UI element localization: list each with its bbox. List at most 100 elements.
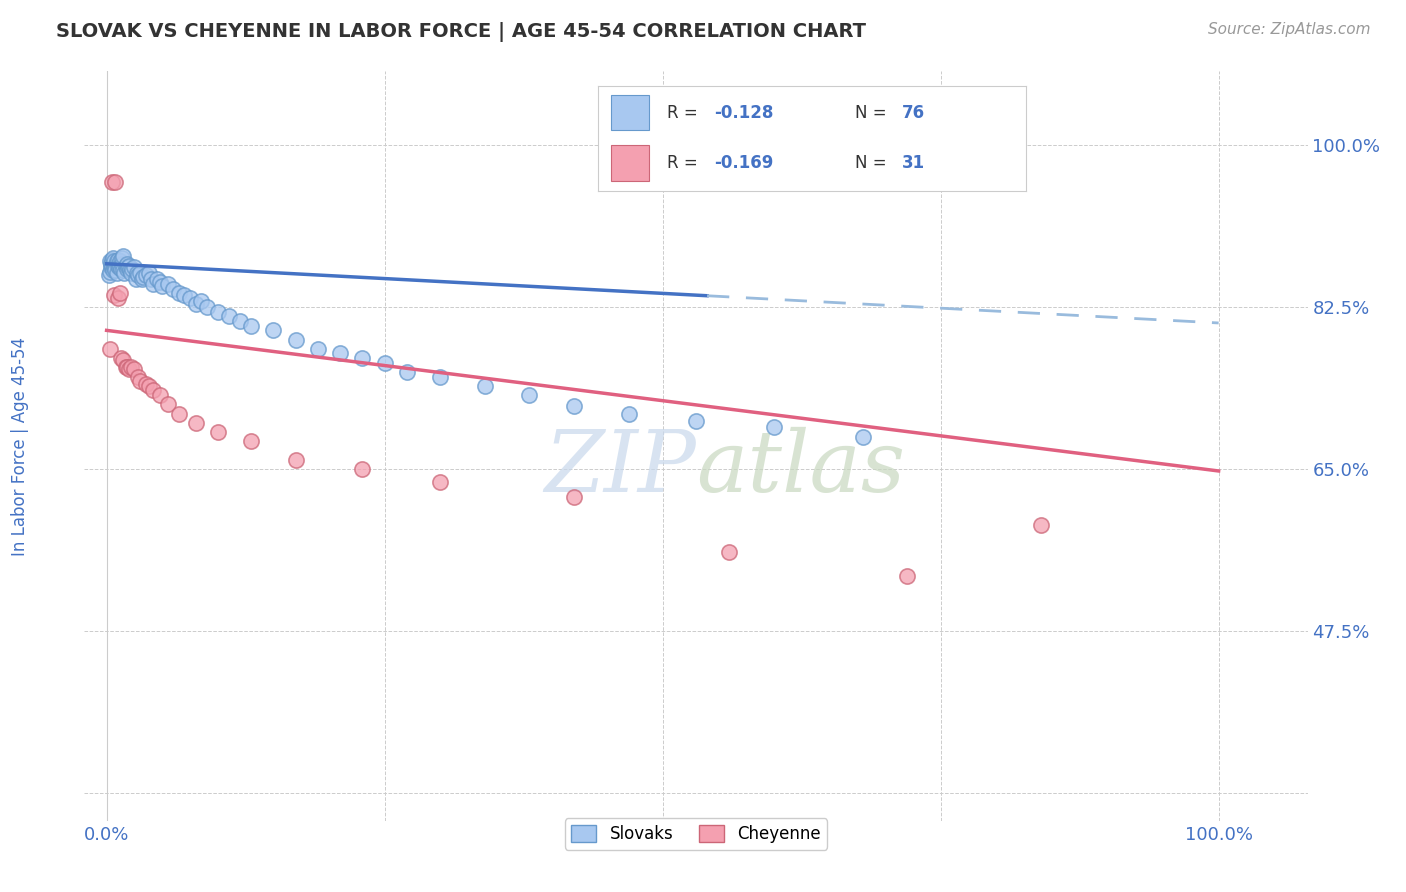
Point (139, 272, 162, 286)
Point (190, 293, 212, 308)
Point (118, 259, 141, 273)
Point (127, 369, 149, 384)
Point (114, 259, 136, 273)
Point (104, 259, 127, 273)
Point (124, 272, 146, 286)
Point (112, 263, 135, 277)
Point (149, 388, 172, 402)
Point (104, 175, 127, 189)
Point (167, 286, 190, 301)
Point (195, 300, 218, 314)
Point (112, 353, 135, 368)
Point (429, 369, 451, 384)
Point (517, 388, 540, 402)
Point (108, 259, 131, 273)
Point (112, 249, 135, 263)
Point (131, 272, 153, 286)
Point (184, 297, 207, 311)
Point (135, 268, 157, 282)
Point (115, 360, 138, 375)
Point (162, 282, 184, 296)
Point (107, 291, 129, 305)
Point (145, 272, 167, 286)
Point (101, 253, 124, 268)
Point (103, 254, 125, 268)
Point (108, 286, 131, 301)
Point (429, 475, 451, 489)
Point (474, 379, 496, 393)
Point (229, 314, 252, 328)
Point (117, 260, 139, 275)
Point (395, 365, 418, 379)
Point (124, 260, 146, 275)
Point (262, 323, 284, 337)
Point (240, 318, 263, 333)
Point (307, 342, 329, 356)
Point (107, 253, 129, 268)
Point (352, 351, 374, 365)
Point (329, 346, 352, 360)
Point (103, 288, 125, 302)
Point (108, 254, 131, 268)
Point (101, 259, 124, 273)
Point (103, 260, 125, 275)
Point (619, 407, 641, 421)
Point (718, 545, 741, 559)
Point (108, 260, 131, 275)
Point (138, 379, 160, 393)
Legend: Slovaks, Cheyenne: Slovaks, Cheyenne (565, 818, 827, 850)
Point (112, 266, 135, 280)
Point (142, 384, 165, 398)
Point (374, 356, 396, 370)
Point (98, 254, 121, 268)
Text: SLOVAK VS CHEYENNE IN LABOR FORCE | AGE 45-54 CORRELATION CHART: SLOVAK VS CHEYENNE IN LABOR FORCE | AGE … (56, 22, 866, 42)
Point (562, 399, 585, 413)
Point (98, 342, 121, 356)
Point (121, 262, 143, 277)
Point (100, 257, 122, 271)
Point (156, 397, 179, 411)
Point (207, 425, 229, 439)
Point (97, 268, 120, 282)
Point (105, 266, 128, 280)
Point (120, 360, 142, 375)
Point (284, 453, 307, 467)
Point (173, 288, 195, 302)
Point (110, 262, 132, 277)
Point (132, 269, 155, 284)
Point (115, 262, 138, 277)
Point (142, 277, 165, 292)
Point (240, 434, 263, 449)
Point (762, 420, 785, 434)
Point (135, 377, 157, 392)
Point (111, 257, 134, 271)
Text: ZIP: ZIP (544, 427, 696, 510)
Point (114, 360, 136, 375)
Point (105, 254, 128, 268)
Point (115, 257, 138, 271)
Point (104, 263, 127, 277)
Point (218, 310, 240, 324)
Point (100, 260, 122, 275)
Point (156, 277, 179, 292)
Point (103, 251, 125, 265)
Point (179, 291, 201, 305)
Text: atlas: atlas (696, 427, 905, 510)
Point (562, 490, 585, 504)
Y-axis label: In Labor Force | Age 45-54: In Labor Force | Age 45-54 (11, 336, 28, 556)
Point (103, 263, 125, 277)
Point (108, 257, 131, 271)
Point (129, 266, 152, 280)
Point (127, 268, 149, 282)
Point (207, 305, 229, 319)
Point (184, 416, 207, 430)
Point (1029, 517, 1052, 532)
Point (352, 462, 374, 476)
Point (124, 362, 146, 376)
Point (101, 175, 124, 189)
Text: Source: ZipAtlas.com: Source: ZipAtlas.com (1208, 22, 1371, 37)
Point (149, 275, 172, 289)
Point (284, 333, 307, 347)
Point (107, 259, 129, 273)
Point (138, 266, 160, 280)
